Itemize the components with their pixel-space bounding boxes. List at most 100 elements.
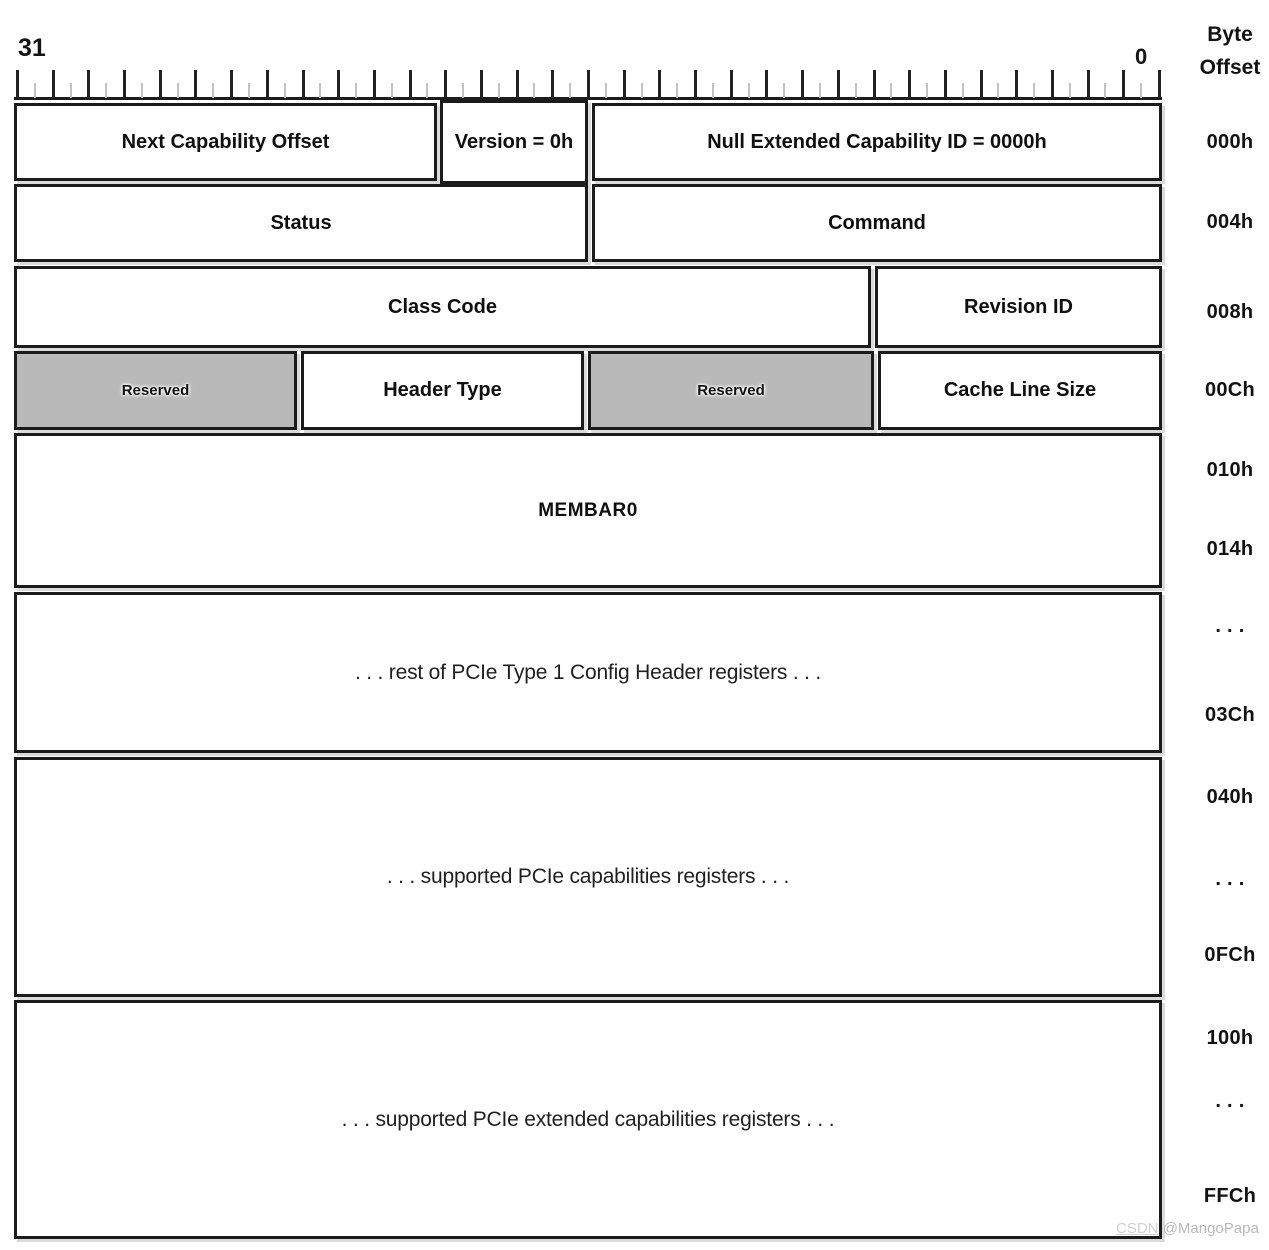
watermark-site: CSDN bbox=[1116, 1220, 1159, 1237]
byte-offset-008h: 008h bbox=[1206, 301, 1254, 323]
register-cell-status: Status bbox=[14, 184, 588, 262]
bit-tick-minor bbox=[1104, 83, 1107, 98]
byte-offset-ellipsis-2: . . . bbox=[1215, 868, 1245, 890]
bit-tick-minor bbox=[176, 83, 179, 98]
bit-tick bbox=[1086, 70, 1090, 98]
bit-ruler bbox=[14, 97, 1162, 100]
bit-tick-minor bbox=[355, 83, 358, 98]
byte-offset-004h: 004h bbox=[1206, 211, 1254, 233]
bit-tick-minor bbox=[604, 83, 607, 98]
bit-tick-minor bbox=[926, 83, 929, 98]
bit-tick bbox=[515, 70, 519, 98]
bit-tick bbox=[587, 70, 590, 98]
bit-tick bbox=[337, 70, 341, 98]
register-cell-rest-of-config-header: . . . rest of PCIe Type 1 Config Header … bbox=[14, 592, 1162, 753]
bit-tick bbox=[908, 70, 912, 98]
bit-tick bbox=[836, 70, 840, 98]
bit-tick bbox=[1122, 70, 1126, 98]
bit-tick-minor bbox=[569, 83, 572, 98]
bit-tick-minor bbox=[533, 83, 536, 98]
bit-0-label: 0 bbox=[1135, 44, 1148, 69]
register-cell-command: Command bbox=[592, 184, 1162, 262]
byte-offset-03Ch: 03Ch bbox=[1204, 704, 1256, 726]
bit-tick bbox=[230, 70, 234, 98]
byte-offset-ellipsis-1: . . . bbox=[1215, 615, 1245, 637]
bit-tick-minor bbox=[783, 83, 786, 98]
bit-tick-minor bbox=[1140, 83, 1143, 98]
bit-tick-minor bbox=[890, 83, 893, 98]
byte-offset-014h: 014h bbox=[1206, 538, 1254, 560]
bit-tick-minor bbox=[818, 83, 821, 98]
bit-tick bbox=[872, 70, 876, 98]
byte-offset-100h: 100h bbox=[1206, 1027, 1254, 1049]
bit-tick-minor bbox=[247, 83, 250, 98]
register-cell-pcie-extended-capabilities: . . . supported PCIe extended capabiliti… bbox=[14, 1000, 1162, 1239]
bit-tick bbox=[372, 70, 376, 98]
bit-tick-minor bbox=[390, 83, 393, 98]
bit-tick bbox=[265, 70, 269, 98]
bit-tick bbox=[622, 70, 626, 98]
byte-offset-0FCh: 0FCh bbox=[1204, 944, 1256, 966]
bit-tick-minor bbox=[711, 83, 714, 98]
bit-tick-minor bbox=[961, 83, 964, 98]
bit-tick-minor bbox=[997, 83, 1000, 98]
bit-tick-minor bbox=[283, 83, 286, 98]
bit-tick bbox=[16, 70, 19, 98]
bit-tick-minor bbox=[105, 83, 108, 98]
register-cell-null-extended-capability-id: Null Extended Capability ID = 0000h bbox=[592, 103, 1162, 181]
bit-tick bbox=[765, 70, 769, 98]
bit-tick bbox=[1158, 70, 1161, 98]
bit-tick-minor bbox=[676, 83, 679, 98]
bit-tick-minor bbox=[1068, 83, 1071, 98]
bit-tick-minor bbox=[212, 83, 215, 98]
bit-tick bbox=[51, 70, 55, 98]
bit-tick bbox=[658, 70, 662, 98]
register-cell-cache-line-size: Cache Line Size bbox=[878, 351, 1162, 430]
register-cell-version: Version = 0h bbox=[440, 100, 588, 184]
register-cell-header-type: Header Type bbox=[301, 351, 584, 430]
byte-offset-000h: 000h bbox=[1206, 131, 1254, 153]
bit-tick-minor bbox=[33, 83, 36, 98]
byte-offset-ellipsis-3: . . . bbox=[1215, 1090, 1245, 1112]
bit-tick bbox=[729, 70, 733, 98]
watermark: CSDN @MangoPapa bbox=[1116, 1220, 1269, 1237]
byte-offset-FFCh: FFCh bbox=[1203, 1185, 1257, 1207]
bit-tick-minor bbox=[426, 83, 429, 98]
bit-tick bbox=[694, 70, 698, 98]
bit-tick bbox=[943, 70, 947, 98]
byte-offset-header-line2: Offset bbox=[1199, 56, 1261, 79]
bit-tick-minor bbox=[747, 83, 750, 98]
byte-offset-010h: 010h bbox=[1206, 459, 1254, 481]
bit-tick-minor bbox=[497, 83, 500, 98]
bit-tick bbox=[301, 70, 305, 98]
bit-tick bbox=[1015, 70, 1019, 98]
bit-tick-minor bbox=[854, 83, 857, 98]
bit-tick bbox=[158, 70, 162, 98]
bit-tick-minor bbox=[140, 83, 143, 98]
bit-tick-minor bbox=[69, 83, 72, 98]
bit-tick bbox=[1050, 70, 1054, 98]
register-cell-reserved-high: Reserved bbox=[14, 351, 297, 430]
bit-tick bbox=[979, 70, 983, 98]
register-cell-reserved-low: Reserved bbox=[588, 351, 874, 430]
bit-31-label: 31 bbox=[18, 34, 46, 62]
bit-tick bbox=[801, 70, 805, 98]
byte-offset-header: Byte Offset bbox=[1178, 18, 1269, 84]
bit-tick-minor bbox=[640, 83, 643, 98]
bit-tick bbox=[551, 70, 555, 98]
bit-tick bbox=[408, 70, 412, 98]
bit-tick bbox=[87, 70, 91, 98]
bit-tick bbox=[194, 70, 198, 98]
byte-offset-header-line1: Byte bbox=[1207, 23, 1253, 46]
register-cell-pcie-capabilities: . . . supported PCIe capabilities regist… bbox=[14, 757, 1162, 997]
watermark-user: @MangoPapa bbox=[1162, 1220, 1259, 1237]
bit-tick bbox=[444, 70, 448, 98]
byte-offset-00Ch: 00Ch bbox=[1204, 379, 1256, 401]
bit-tick bbox=[123, 70, 127, 98]
byte-offset-040h: 040h bbox=[1206, 786, 1254, 808]
register-cell-class-code: Class Code bbox=[14, 266, 871, 348]
register-cell-next-capability-offset: Next Capability Offset bbox=[14, 103, 437, 181]
register-cell-membar0: MEMBAR0 bbox=[14, 433, 1162, 588]
bit-tick bbox=[479, 70, 483, 98]
bit-tick-minor bbox=[1033, 83, 1036, 98]
